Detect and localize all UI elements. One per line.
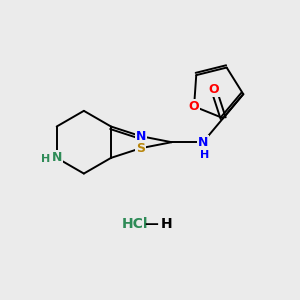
Text: H: H	[160, 217, 172, 231]
Text: N: N	[136, 130, 146, 143]
Text: N: N	[198, 136, 208, 149]
Text: S: S	[136, 142, 145, 155]
Text: O: O	[189, 100, 200, 113]
Text: H: H	[41, 154, 50, 164]
Text: N: N	[52, 152, 62, 164]
Text: H: H	[200, 150, 209, 160]
Text: O: O	[208, 83, 219, 96]
Text: HCl: HCl	[122, 217, 148, 231]
Text: —: —	[145, 217, 158, 231]
